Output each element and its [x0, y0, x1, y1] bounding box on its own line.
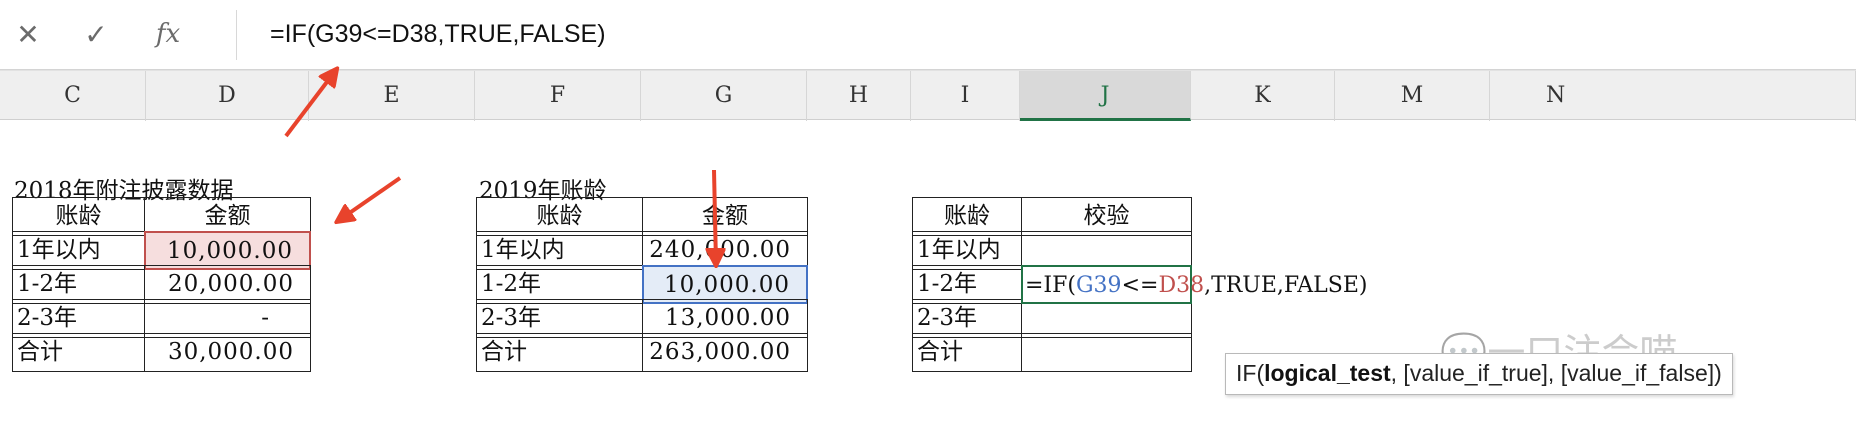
table-cell[interactable]: 1年以内 — [12, 231, 145, 270]
table2-header-amount[interactable]: 金额 — [642, 197, 808, 236]
close-icon[interactable]: ✕ — [16, 17, 40, 51]
table-cell[interactable] — [1021, 333, 1192, 372]
arrow-to-formula-bar — [284, 70, 336, 138]
table-cell[interactable]: 30,000.00 — [144, 333, 311, 372]
table2-caption: 2019年账龄 — [479, 178, 607, 204]
edit-operator: <= — [1121, 273, 1159, 298]
arrow-to-g39 — [714, 169, 716, 264]
table2-header-age[interactable]: 账龄 — [476, 197, 643, 236]
check-icon[interactable]: ✓ — [84, 17, 108, 51]
table-cell[interactable]: 1-2年 — [476, 265, 643, 304]
active-cell-editor[interactable]: =IF(G39<=D38,TRUE,FALSE) — [1021, 265, 1367, 304]
table3-header-check[interactable]: 校验 — [1021, 197, 1192, 236]
edit-ref-g39: G39 — [1075, 273, 1122, 298]
table-cell[interactable]: - — [144, 299, 311, 338]
table-cell[interactable]: 2-3年 — [912, 299, 1022, 338]
table-cell[interactable]: 20,000.00 — [144, 265, 311, 304]
formula-bar: ✕ ✓ fx =IF(G39<=D38,TRUE,FALSE) — [0, 0, 1856, 70]
table1-caption: 2018年附注披露数据 — [14, 178, 234, 204]
column-header-d[interactable]: D — [146, 71, 309, 121]
fx-icon[interactable]: fx — [155, 19, 181, 49]
table-cell[interactable]: 263,000.00 — [642, 333, 808, 372]
table-cell[interactable]: 合计 — [12, 333, 145, 372]
table-cell[interactable]: 1-2年 — [12, 265, 145, 304]
column-header-j[interactable]: J — [1020, 71, 1191, 121]
table-cell[interactable]: 2-3年 — [12, 299, 145, 338]
tooltip-arg-logical-test[interactable]: logical_test — [1264, 360, 1391, 386]
column-header-row: C D E F G H I J K M N — [0, 70, 1856, 121]
formula-input[interactable]: =IF(G39<=D38,TRUE,FALSE) — [270, 20, 606, 48]
column-header-k[interactable]: K — [1191, 71, 1335, 121]
tooltip-fn: IF( — [1236, 360, 1265, 386]
table-cell-g39[interactable]: 10,000.00 — [642, 265, 808, 304]
tooltip-rest: , [value_if_true], [value_if_false]) — [1390, 360, 1722, 386]
edit-ref-d38: D38 — [1158, 273, 1205, 298]
column-header-i[interactable]: I — [911, 71, 1020, 121]
function-tooltip[interactable]: IF(logical_test, [value_if_true], [value… — [1225, 353, 1733, 395]
arrow-to-d38 — [338, 176, 402, 221]
table-cell[interactable]: 2-3年 — [476, 299, 643, 338]
table-cell[interactable]: 合计 — [476, 333, 643, 372]
column-header-e[interactable]: E — [309, 71, 475, 121]
column-header-f[interactable]: F — [475, 71, 641, 121]
table-cell[interactable]: 13,000.00 — [642, 299, 808, 338]
table-cell[interactable]: 1年以内 — [476, 231, 643, 270]
column-header-c[interactable]: C — [0, 71, 146, 121]
edit-rest: ,TRUE,FALSE) — [1204, 273, 1368, 298]
column-header-m[interactable]: M — [1335, 71, 1490, 121]
formula-bar-divider — [236, 10, 237, 60]
table-cell[interactable]: 1年以内 — [912, 231, 1022, 270]
edit-prefix: =IF( — [1025, 273, 1076, 298]
column-header-h[interactable]: H — [807, 71, 911, 121]
table3-header-age[interactable]: 账龄 — [912, 197, 1022, 236]
column-header-g[interactable]: G — [641, 71, 807, 121]
table-cell-d38[interactable]: 10,000.00 — [144, 231, 311, 270]
